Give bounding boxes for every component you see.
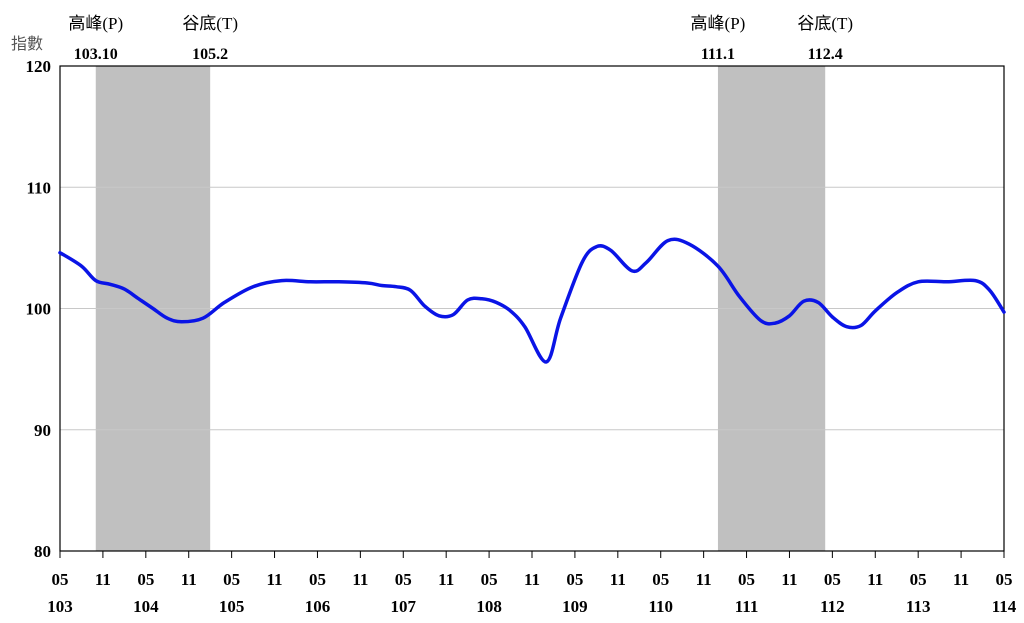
x-year-label: 105	[219, 597, 245, 616]
y-tick-label: 100	[26, 300, 52, 319]
x-month-label: 11	[267, 570, 283, 589]
x-year-label: 103	[47, 597, 73, 616]
x-year-label: 112	[820, 597, 845, 616]
y-tick-label: 110	[26, 178, 51, 197]
x-month-label: 11	[696, 570, 712, 589]
trough-label: 谷底(T)	[182, 14, 238, 33]
x-year-label: 104	[133, 597, 159, 616]
x-month-label: 05	[481, 570, 498, 589]
x-month-label: 11	[867, 570, 883, 589]
x-year-label: 111	[735, 597, 759, 616]
x-month-labels: 05 11 05 11 05 11 05 11 05 11 05 11 05 11 05 11 05 11 05 11…	[52, 570, 1013, 589]
x-month-label: 11	[181, 570, 197, 589]
x-month-label: 05	[223, 570, 240, 589]
x-year-label: 107	[391, 597, 417, 616]
x-month-label: 05	[652, 570, 669, 589]
x-year-label: 114	[992, 597, 1017, 616]
x-month-label: 11	[352, 570, 368, 589]
x-month-label: 05	[395, 570, 412, 589]
x-year-label: 108	[476, 597, 502, 616]
y-axis-label: 指數	[11, 34, 43, 53]
x-year-label: 109	[562, 597, 588, 616]
x-month-label: 11	[953, 570, 969, 589]
y-tick-labels: 120 110 100 90 80	[26, 57, 52, 561]
peak-date: 111.1	[701, 46, 735, 63]
peak-label: 高峰(P)	[68, 14, 123, 33]
x-month-label: 11	[524, 570, 540, 589]
trough-date: 105.2	[192, 46, 228, 63]
x-month-label: 11	[95, 570, 111, 589]
x-month-label: 11	[781, 570, 797, 589]
y-tick-label: 80	[34, 542, 51, 561]
peak-date: 103.10	[74, 46, 118, 63]
x-month-label: 05	[996, 570, 1013, 589]
y-tick-label: 120	[26, 57, 52, 76]
x-year-label: 106	[305, 597, 331, 616]
x-month-label: 05	[910, 570, 927, 589]
x-month-label: 05	[824, 570, 841, 589]
x-month-label: 05	[52, 570, 69, 589]
series-line	[58, 237, 1006, 364]
x-month-label: 05	[738, 570, 755, 589]
x-year-labels: 103 104 105 106 107 108 109 110 111 112 113 114	[47, 597, 1017, 616]
x-year-label: 113	[906, 597, 931, 616]
x-month-label: 11	[438, 570, 454, 589]
x-tick-marks	[59, 551, 1005, 558]
x-month-label: 05	[566, 570, 583, 589]
peak-label: 高峰(P)	[691, 14, 746, 33]
y-tick-label: 90	[34, 421, 51, 440]
trough-label: 谷底(T)	[797, 14, 853, 33]
turning-point-annotations: 高峰(P) 103.10 谷底(T) 105.2 高峰(P) 111.1 谷底(T) 112.…	[68, 14, 853, 63]
trough-date: 112.4	[808, 46, 843, 63]
x-month-label: 11	[610, 570, 626, 589]
x-month-label: 05	[137, 570, 154, 589]
x-year-label: 110	[648, 597, 673, 616]
x-month-label: 05	[309, 570, 326, 589]
